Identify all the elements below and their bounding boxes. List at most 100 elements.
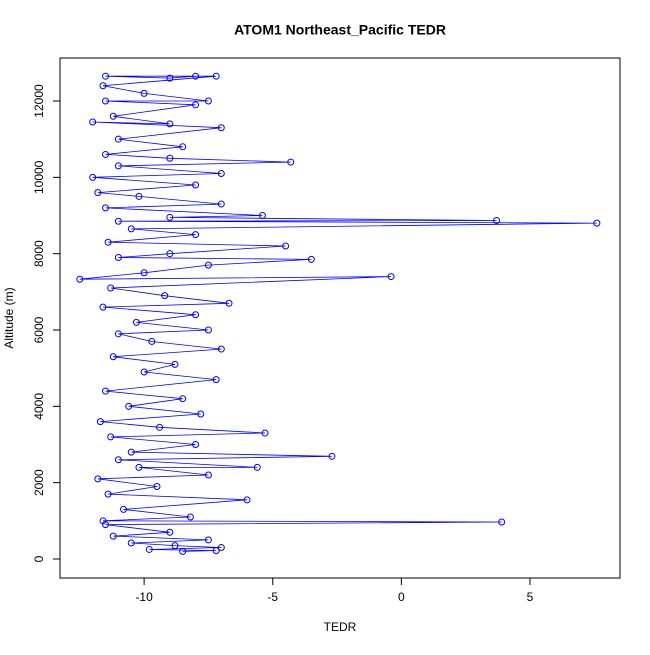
point: [166, 120, 174, 128]
point: [94, 189, 102, 197]
x-tick-label: -5: [267, 590, 278, 604]
point: [145, 545, 153, 553]
y-axis-label: Altitude (m): [2, 287, 16, 348]
point: [186, 513, 194, 521]
plot-box: [59, 57, 621, 579]
point: [153, 482, 161, 490]
point: [493, 216, 501, 224]
point: [102, 204, 110, 212]
point: [225, 299, 233, 307]
point: [76, 275, 84, 283]
point: [212, 547, 220, 555]
point: [140, 269, 148, 277]
point: [127, 448, 135, 456]
point: [217, 124, 225, 132]
y-tick-label: 0: [32, 555, 46, 562]
point: [179, 547, 187, 555]
x-tick-label: 0: [398, 590, 405, 604]
point: [282, 242, 290, 250]
point: [253, 463, 261, 471]
point: [114, 135, 122, 143]
point: [498, 518, 506, 526]
point: [109, 112, 117, 120]
point: [135, 463, 143, 471]
point: [102, 150, 110, 158]
point: [99, 82, 107, 90]
y-tick-label: 10000: [32, 160, 46, 194]
point: [140, 368, 148, 376]
point: [204, 326, 212, 334]
point: [102, 72, 110, 80]
point: [328, 452, 336, 460]
point: [192, 72, 200, 80]
point: [212, 376, 220, 384]
point: [89, 173, 97, 181]
point: [96, 418, 104, 426]
point: [114, 253, 122, 261]
point: [109, 353, 117, 361]
point: [104, 238, 112, 246]
point: [217, 345, 225, 353]
point: [217, 200, 225, 208]
point: [166, 74, 174, 82]
point: [102, 387, 110, 395]
point: [161, 292, 169, 300]
point: [107, 284, 115, 292]
y-tick-label: 6000: [32, 316, 46, 343]
point: [94, 475, 102, 483]
y-tick-label: 2000: [32, 469, 46, 496]
y-tick-label: 4000: [32, 393, 46, 420]
point: [258, 212, 266, 220]
point: [114, 330, 122, 338]
point: [132, 318, 140, 326]
point: [127, 539, 135, 547]
x-axis-label: TEDR: [324, 620, 357, 634]
point: [166, 154, 174, 162]
point: [243, 496, 251, 504]
point: [307, 255, 315, 263]
point: [204, 471, 212, 479]
point: [204, 261, 212, 269]
point: [166, 528, 174, 536]
point: [261, 429, 269, 437]
point: [197, 410, 205, 418]
point: [127, 225, 135, 233]
point: [192, 311, 200, 319]
point: [114, 217, 122, 225]
point: [179, 395, 187, 403]
point: [179, 143, 187, 151]
y-tick-label: 8000: [32, 240, 46, 267]
point: [217, 544, 225, 552]
chart-title: ATOM1 Northeast_Pacific TEDR: [234, 22, 446, 38]
point: [109, 532, 117, 540]
point: [89, 118, 97, 126]
point: [140, 89, 148, 97]
point: [217, 170, 225, 178]
point: [148, 337, 156, 345]
point: [171, 542, 179, 550]
point: [171, 360, 179, 368]
point: [204, 536, 212, 544]
point: [135, 192, 143, 200]
point: [593, 219, 601, 227]
x-tick-label: -10: [135, 590, 153, 604]
series-line: [79, 75, 597, 552]
y-tick-label: 12000: [32, 84, 46, 118]
point: [192, 101, 200, 109]
point: [192, 231, 200, 239]
point: [166, 250, 174, 258]
point: [387, 273, 395, 281]
point: [212, 72, 220, 80]
x-tick-label: 5: [527, 590, 534, 604]
point: [104, 490, 112, 498]
point: [99, 303, 107, 311]
point: [107, 433, 115, 441]
point: [166, 213, 174, 221]
point: [156, 423, 164, 431]
point: [204, 97, 212, 105]
point: [99, 517, 107, 525]
point: [120, 505, 128, 513]
point: [192, 181, 200, 189]
